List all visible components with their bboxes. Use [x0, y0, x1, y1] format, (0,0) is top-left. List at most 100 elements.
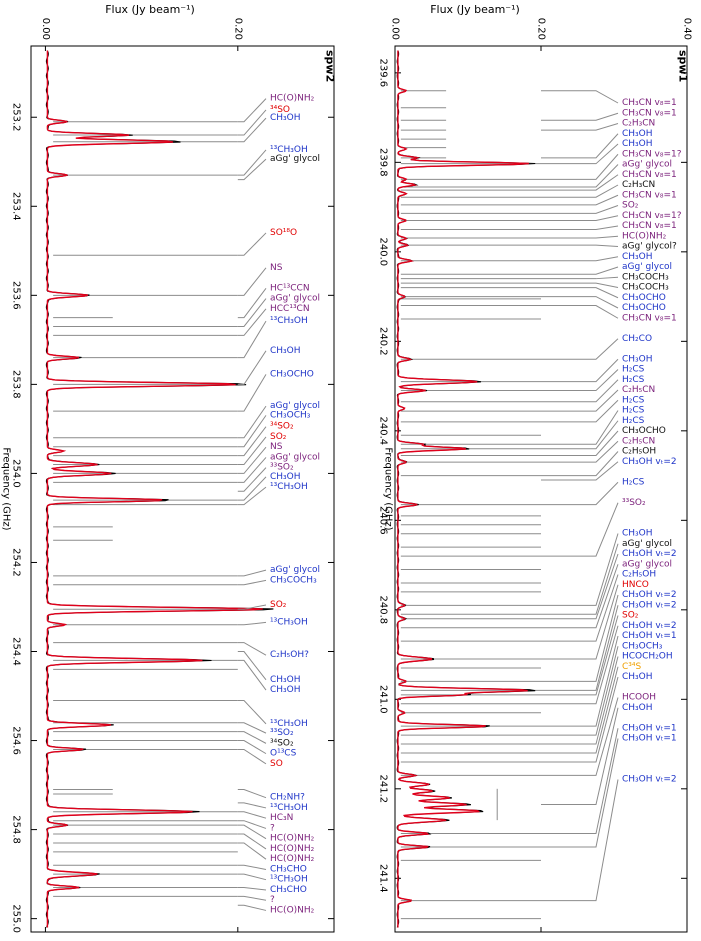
- species-label: ¹³CH₃OH: [270, 482, 308, 492]
- species-label: CH₃CN v₈=1: [622, 98, 677, 108]
- species-label: ¹³CH₃OH: [270, 617, 308, 627]
- label-leader-line: [237, 446, 267, 474]
- species-label: HC¹³CCN: [270, 283, 310, 293]
- frequency-tick-label: 241.2: [378, 774, 389, 803]
- label-leader-line: [541, 225, 619, 230]
- label-leader-line: [541, 205, 619, 214]
- species-label: HC(O)NH₂: [270, 905, 315, 915]
- frequency-tick-label: 240.2: [378, 327, 389, 356]
- species-label: HC(O)NH₂: [270, 94, 315, 104]
- label-leader-line: [541, 296, 619, 309]
- label-leader-line: [541, 235, 619, 239]
- species-label: CH₃CHO: [270, 885, 307, 895]
- frequency-tick-label: 253.8: [11, 370, 22, 399]
- label-leader-line: [541, 625, 619, 705]
- label-leader-line: [237, 722, 267, 734]
- frequency-tick-label: 241.0: [378, 685, 389, 714]
- species-label: SO: [270, 759, 283, 769]
- label-leader-line: [237, 731, 267, 744]
- species-label: C₂H₃CN: [622, 180, 655, 190]
- label-leader-line: [237, 405, 267, 439]
- line-guides: [400, 90, 541, 920]
- species-label: CH₂CO: [622, 334, 652, 344]
- frequency-tick-label: 241.4: [378, 864, 389, 893]
- label-leader-line: [237, 287, 267, 319]
- frequency-tick-label: 253.6: [11, 281, 22, 310]
- frequency-tick-label: 254.2: [11, 548, 22, 577]
- label-leader-line: [541, 461, 619, 481]
- label-leader-line: [541, 266, 619, 275]
- label-leader-line: [541, 90, 619, 104]
- line-guides: [53, 121, 238, 897]
- species-label: HC(O)NH₂: [622, 231, 667, 241]
- frequency-tick-label: 240.4: [378, 417, 389, 446]
- species-label: CH₃CN v₈=1?: [622, 211, 682, 221]
- species-label: ³³SO₂: [270, 463, 294, 473]
- label-leader-line: [237, 802, 267, 809]
- label-leader-line: [541, 430, 619, 456]
- label-leader-line: [541, 358, 619, 383]
- flux-tick-label: 0.20: [536, 18, 547, 40]
- species-label: CH₃OH: [622, 529, 653, 539]
- label-leader-line: [237, 873, 267, 881]
- species-label: CH₃OH vₜ=2: [622, 549, 677, 559]
- species-label: CH₃OH: [622, 354, 653, 364]
- label-leader-line: [541, 502, 619, 557]
- label-leader-line: [541, 379, 619, 403]
- species-label: CH₃OCH₃: [270, 410, 311, 420]
- species-label: CH₃CN v₈=1: [622, 190, 677, 200]
- species-label: CH₃OCHO: [270, 369, 314, 379]
- label-leader-line: [237, 467, 267, 492]
- label-leader-line: [541, 481, 619, 506]
- label-leader-line: [541, 738, 619, 848]
- species-label: HCC¹³CN: [270, 304, 310, 314]
- species-label: ³⁴SO₂: [270, 422, 294, 432]
- label-leader-line: [541, 287, 619, 299]
- species-label: C₂H₃CN: [622, 119, 655, 129]
- label-leader-line: [541, 646, 619, 736]
- flux-tick-label: 0.20: [232, 18, 243, 40]
- panel-label: spw2: [324, 50, 337, 82]
- label-leader-line: [237, 579, 267, 586]
- label-leader-line: [541, 584, 619, 660]
- frequency-tick-label: 240.8: [378, 595, 389, 624]
- label-leader-line: [541, 256, 619, 262]
- species-label: aGg' glycol: [622, 539, 672, 549]
- panel-spw1: spw1 Flux (Jy beam⁻¹) 0.00 0.20 0.40 239.6 239…: [378, 3, 693, 933]
- species-label: CH₃CN v₈=1: [622, 313, 677, 323]
- label-leader-line: [541, 707, 619, 805]
- species-label: CH₃OH vₜ=2: [622, 590, 677, 600]
- label-leader-line: [541, 184, 619, 198]
- label-leader-line: [541, 244, 619, 247]
- species-label: H₂CS: [622, 375, 645, 385]
- species-label: H₂CS: [622, 365, 645, 375]
- species-label: CH₃OH vₜ=2: [622, 775, 677, 785]
- label-leader-line: [541, 451, 619, 477]
- label-leader-line: [237, 350, 267, 385]
- label-leader-line: [237, 298, 267, 327]
- species-label: aGg' glycol?: [622, 242, 677, 252]
- species-label: aGg' glycol: [270, 154, 320, 164]
- label-leader-line: [237, 651, 267, 681]
- label-leader-line: [237, 833, 267, 850]
- label-leader-line: [541, 389, 619, 412]
- species-label: HC(O)NH₂: [270, 834, 315, 844]
- flux-axis-title: Flux (Jy beam⁻¹): [430, 3, 520, 16]
- label-leader-line: [541, 533, 619, 606]
- species-label: C₂H₅CN: [622, 385, 655, 395]
- species-label: aGg' glycol: [270, 294, 320, 304]
- frequency-tick-label: 239.8: [378, 148, 389, 177]
- frequency-axis-title: Frequency (GHz): [383, 447, 394, 530]
- species-label: ?: [270, 823, 275, 833]
- species-label: HCOOH: [622, 693, 656, 703]
- species-label: SO₂: [622, 611, 639, 621]
- label-leader-line: [541, 615, 619, 696]
- species-label: NS: [270, 263, 283, 273]
- label-leader-line: [237, 842, 267, 860]
- observed-spectrum: [45, 50, 274, 928]
- observed-spectrum: [396, 50, 536, 928]
- frequency-tick-label: 254.0: [11, 459, 22, 488]
- label-leader-line: [541, 779, 619, 902]
